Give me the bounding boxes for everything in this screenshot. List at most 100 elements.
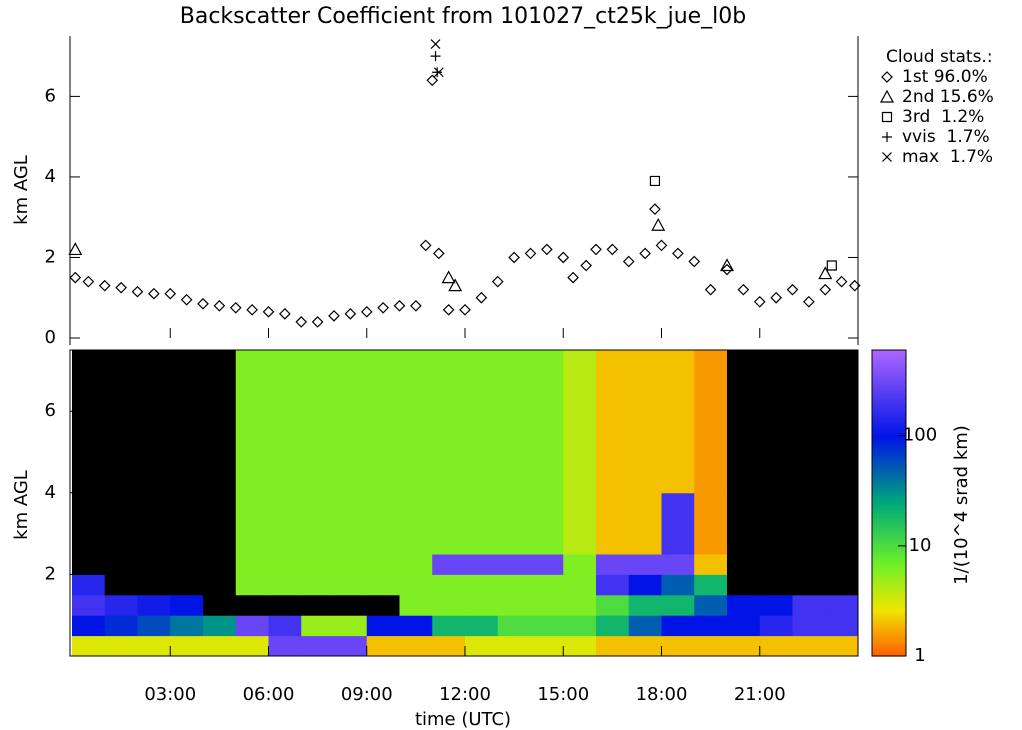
heatmap-cell	[301, 594, 335, 616]
data-point	[606, 243, 619, 256]
legend-marker	[882, 152, 892, 162]
data-point	[649, 203, 661, 215]
colorbar-segment	[872, 643, 906, 647]
colorbar-segment	[872, 599, 906, 604]
data-point	[819, 283, 832, 296]
data-point	[803, 295, 815, 308]
heatmap-cell	[366, 635, 400, 657]
colorbar-segment	[872, 617, 906, 621]
colorbar-segment	[872, 500, 906, 504]
colorbar-segment	[872, 497, 906, 502]
colorbar-segment	[872, 416, 906, 420]
data-point	[826, 260, 837, 271]
colorbar-segment	[872, 538, 906, 542]
colorbar-segment	[872, 403, 906, 407]
heatmap-cell	[661, 615, 695, 637]
colorbar-segment	[872, 441, 906, 445]
heatmap-cell	[465, 635, 499, 657]
colorbar-frame	[871, 349, 907, 657]
colorbar-segment	[872, 536, 906, 540]
heatmap-cell	[694, 350, 728, 494]
heatmap-cell	[825, 594, 859, 616]
heatmap-cell	[170, 350, 204, 494]
heatmap-cell	[596, 574, 630, 596]
heatmap-cell	[628, 350, 662, 494]
colorbar-segment	[872, 477, 906, 481]
data-point	[786, 283, 799, 296]
data-point	[753, 295, 766, 308]
colorbar-segment	[872, 640, 906, 644]
heatmap-cell	[137, 635, 171, 657]
colorbar-segment	[872, 378, 906, 382]
data-point	[770, 291, 782, 304]
heatmap-cell	[432, 615, 466, 637]
data-point	[719, 258, 735, 272]
colorbar-segment	[872, 531, 906, 535]
heatmap-cell	[399, 350, 433, 494]
legend-label: 3rd 1.2%	[902, 107, 984, 127]
heatmap-cell	[170, 492, 204, 555]
data-point	[590, 243, 602, 256]
heatmap-cell	[792, 554, 826, 575]
heatmap-cell	[170, 574, 204, 596]
colorbar-segment	[872, 515, 906, 519]
y-tick-label: 0	[45, 327, 56, 348]
data-point	[508, 251, 520, 264]
colorbar-segment	[872, 548, 906, 553]
colorbar-tick-label: 1	[914, 645, 925, 666]
heatmap-cell	[563, 554, 597, 575]
colorbar-segment	[872, 452, 906, 456]
heatmap-cell	[432, 554, 466, 575]
heatmap-cell	[530, 492, 564, 555]
colorbar-segment	[872, 490, 906, 494]
data-point	[164, 287, 177, 300]
colorbar-segment	[872, 492, 906, 496]
data-point	[557, 251, 570, 264]
data-point	[622, 255, 635, 268]
heatmap-cell	[694, 554, 728, 575]
heatmap-cell	[497, 635, 531, 657]
colorbar-segment	[872, 467, 906, 471]
colorbar-segment	[872, 446, 906, 451]
data-point	[279, 307, 291, 320]
heatmap-cell	[497, 615, 531, 637]
data-point	[524, 247, 537, 260]
heatmap-cell	[596, 350, 630, 494]
colorbar-segment	[872, 602, 906, 606]
colorbar-segment	[872, 546, 906, 550]
x-tick-label: 03:00	[144, 684, 196, 705]
heatmap-cell	[661, 594, 695, 616]
heatmap-cell	[334, 350, 368, 494]
heatmap-cell	[825, 554, 859, 575]
heatmap-cell	[72, 615, 106, 637]
colorbar-segment	[872, 638, 906, 642]
heatmap-cell	[465, 615, 499, 637]
heatmap-cell	[268, 635, 302, 657]
colorbar-segment	[872, 645, 906, 649]
heatmap-cell	[334, 635, 368, 657]
legend-marker	[879, 89, 895, 103]
colorbar-segment	[872, 421, 906, 425]
heatmap-cell	[235, 350, 269, 494]
colorbar-segment	[872, 597, 906, 601]
colorbar-segment	[872, 401, 906, 405]
heatmap-cell	[497, 492, 531, 555]
heatmap-cell	[203, 554, 237, 575]
heatmap-cell	[628, 554, 662, 575]
data-point	[69, 271, 82, 284]
heatmap-cell	[465, 350, 499, 494]
colorbar-segment	[872, 436, 906, 440]
heatmap-cell	[137, 350, 171, 494]
data-point	[98, 279, 111, 292]
colorbar-segment	[872, 582, 906, 586]
heatmap-cell	[235, 554, 269, 575]
legend-label: max 1.7%	[902, 147, 993, 167]
colorbar-segment	[872, 423, 906, 428]
colorbar-segment	[872, 469, 906, 473]
heatmap-cell	[530, 350, 564, 494]
heatmap-cell	[661, 635, 695, 657]
colorbar-segment	[872, 362, 906, 366]
data-point	[295, 316, 308, 328]
colorbar-segment	[872, 576, 906, 581]
heatmap-cell	[268, 350, 302, 494]
